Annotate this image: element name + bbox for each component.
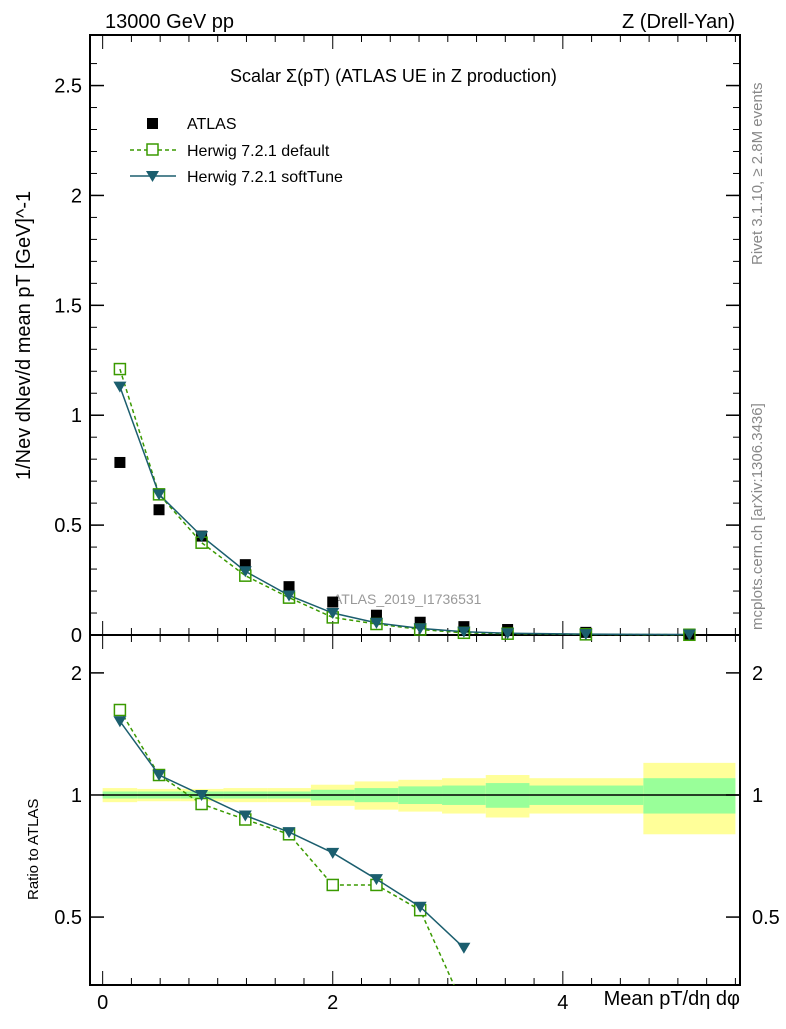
ratio-y-tick-label-right: 2	[752, 663, 763, 685]
mcplots-label: mcplots.cern.ch [arXiv:1306.3436]	[749, 403, 766, 630]
softtune-point	[682, 629, 696, 641]
atlas-point	[239, 559, 251, 571]
ratio-softtune-point	[326, 847, 340, 859]
softtune-line	[119, 386, 690, 636]
ratio-y-tick-label: 1	[71, 785, 82, 807]
y-tick-label: 0	[71, 625, 82, 647]
softtune-point	[457, 626, 471, 638]
legend-marker-default	[146, 143, 159, 156]
atlas-point	[153, 504, 165, 516]
softtune-point	[282, 590, 296, 602]
analysis-watermark: ATLAS_2019_I1736531	[333, 591, 482, 607]
ratio-default-line	[119, 709, 455, 985]
y-axis-label: 1/Nev dNev/d mean pT [GeV]^-1	[13, 191, 35, 480]
ratio-default-point	[326, 878, 339, 892]
rivet-label: Rivet 3.1.10, ≥ 2.8M events	[749, 83, 766, 266]
atlas-point	[370, 609, 382, 621]
ratio-y-tick-label-right: 0.5	[752, 907, 780, 929]
x-axis-label: Mean pT/dη dφ	[604, 988, 740, 1010]
softtune-point	[152, 489, 166, 501]
ratio-default-point	[113, 703, 127, 717]
y-tick-label: 2	[71, 185, 82, 207]
legend-marker-atlas	[147, 118, 158, 129]
ratio-softtune-point	[195, 789, 209, 801]
softtune-point	[413, 623, 427, 635]
softtune-point	[238, 566, 252, 578]
ratio-softtune-point	[369, 874, 383, 886]
x-tick-label: 0	[97, 992, 108, 1014]
legend-marker-softtune	[146, 171, 159, 182]
ratio-softtune-point	[238, 810, 252, 822]
legend-label-softtune: Herwig 7.2.1 softTune	[187, 169, 343, 186]
ratio-softtune-point	[152, 770, 166, 782]
ratio-band-inner	[643, 778, 736, 814]
legend: ATLAS Herwig 7.2.1 default Herwig 7.2.1 …	[130, 116, 343, 186]
header-right: Z (Drell-Yan)	[622, 11, 735, 33]
ratio-softtune-point	[282, 827, 296, 839]
atlas-point	[114, 456, 126, 468]
legend-label-atlas: ATLAS	[187, 116, 237, 133]
ratio-y-label: Ratio to ATLAS	[25, 799, 42, 900]
softtune-point	[113, 381, 127, 393]
softtune-point	[501, 628, 515, 640]
softtune-point	[326, 608, 340, 620]
ratio-y-tick-label-right: 1	[752, 785, 763, 807]
legend-label-default: Herwig 7.2.1 default	[187, 143, 330, 160]
atlas-point	[283, 581, 295, 593]
ratio-y-tick-label: 2	[71, 663, 82, 685]
atlas-point	[327, 596, 339, 608]
ratio-softtune-point	[457, 942, 471, 954]
y-tick-label: 2.5	[54, 76, 82, 98]
x-tick-label: 2	[327, 992, 338, 1014]
y-tick-label: 1.5	[54, 295, 82, 317]
softtune-point	[369, 617, 383, 629]
header-left: 13000 GeV pp	[105, 11, 234, 33]
y-tick-label: 1	[71, 405, 82, 427]
default-line	[119, 368, 690, 636]
x-tick-label: 4	[557, 992, 568, 1014]
ratio-softtune-point	[413, 901, 427, 913]
atlas-point	[414, 616, 426, 628]
ratio-softtune-point	[113, 716, 127, 728]
y-tick-label: 0.5	[54, 515, 82, 537]
plot-title: Scalar Σ(pT) (ATLAS UE in Z production)	[230, 66, 557, 86]
softtune-point	[195, 531, 209, 543]
softtune-point	[579, 629, 593, 641]
ratio-y-tick-label: 0.5	[54, 907, 82, 929]
default-point	[113, 362, 127, 376]
